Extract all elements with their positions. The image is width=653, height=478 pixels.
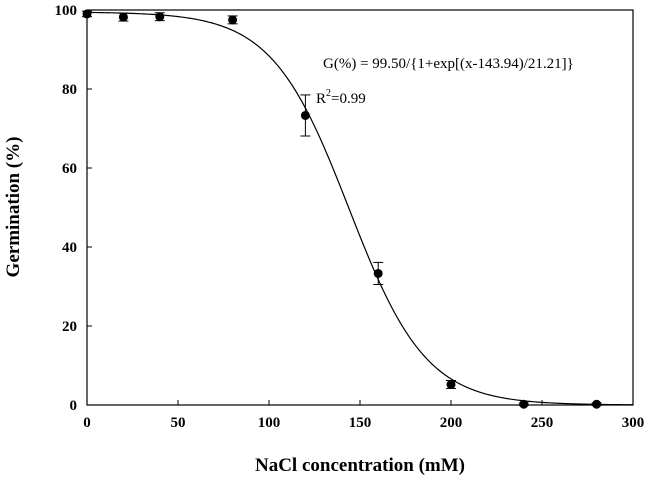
r-squared-superscript: 2 xyxy=(326,88,331,99)
x-tick-label: 150 xyxy=(349,415,372,431)
data-point xyxy=(118,12,128,22)
x-axis-ticks: 0 50 100 150 200 250 300 xyxy=(83,400,644,431)
data-point xyxy=(155,12,165,22)
x-tick-label: 200 xyxy=(440,415,463,431)
x-tick-label: 0 xyxy=(83,415,91,431)
y-tick-label: 0 xyxy=(70,398,78,414)
data-point xyxy=(373,268,383,278)
fit-curve xyxy=(86,11,634,406)
r-squared-symbol: R xyxy=(316,91,326,107)
y-tick-label: 20 xyxy=(62,319,77,335)
y-tick-label: 40 xyxy=(62,240,77,256)
r-squared-value: =0.99 xyxy=(331,91,366,107)
x-axis-title: NaCl concentration (mM) xyxy=(255,455,465,476)
r-squared: R2=0.99 xyxy=(316,88,366,107)
y-axis-ticks: 0 20 40 60 80 100 xyxy=(55,3,92,414)
data-points xyxy=(82,9,602,409)
data-point xyxy=(82,9,92,19)
y-tick-label: 60 xyxy=(62,161,77,177)
fit-equation: G(%) = 99.50/{1+exp[(x-143.94)/21.21]} xyxy=(323,56,574,72)
x-tick-label: 100 xyxy=(258,415,281,431)
data-point xyxy=(300,110,310,120)
x-tick-label: 300 xyxy=(622,415,645,431)
y-tick-label: 100 xyxy=(55,3,78,19)
data-point xyxy=(519,399,529,409)
x-tick-label: 250 xyxy=(531,415,554,431)
data-point xyxy=(446,379,456,389)
data-point xyxy=(228,15,238,25)
y-tick-label: 80 xyxy=(62,82,77,98)
y-axis-title: Germination (%) xyxy=(3,137,24,278)
data-point xyxy=(592,399,602,409)
x-tick-label: 50 xyxy=(171,415,186,431)
